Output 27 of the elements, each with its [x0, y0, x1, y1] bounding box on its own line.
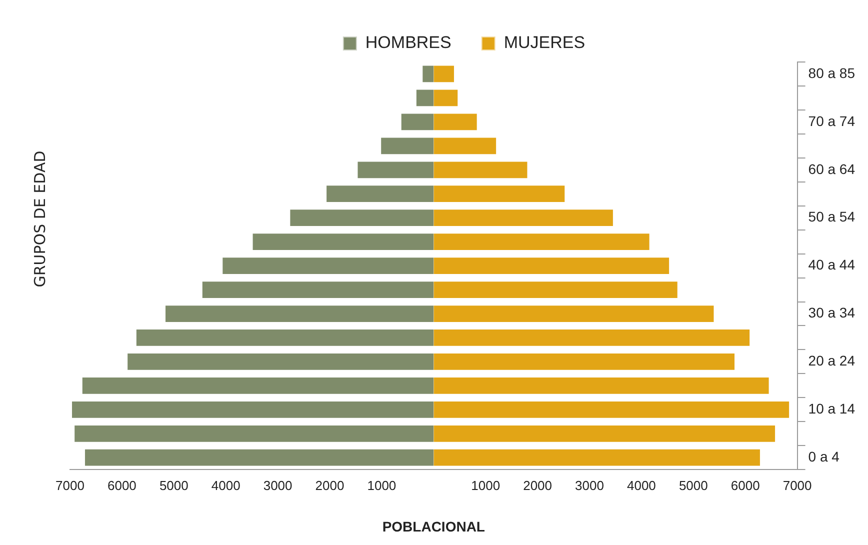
legend-label: HOMBRES: [365, 33, 452, 52]
y-tick-label: 10 a 14: [808, 400, 856, 417]
x-tick-label: 2000: [315, 478, 344, 493]
x-tick-label: 3000: [575, 478, 604, 493]
legend-label: MUJERES: [504, 33, 586, 52]
y-tick-label: 30 a 34: [808, 304, 856, 321]
x-axis-title: POBLACIONAL: [382, 518, 486, 534]
x-tick-label: 4000: [626, 478, 656, 493]
x-tick-label: 1000: [471, 478, 500, 493]
y-tick-label: 40 a 44: [808, 256, 856, 273]
y-tick-label: 20 a 24: [808, 352, 856, 369]
x-tick-label: 3000: [263, 478, 292, 493]
x-tick-label: 2000: [523, 478, 552, 493]
y-tick-label: 0 a 4: [808, 448, 840, 464]
x-tick-label: 7000: [782, 478, 812, 493]
x-tick-label: 1000: [367, 478, 396, 493]
y-tick-label: 80 a 85: [808, 64, 856, 81]
x-tick-label: 5000: [159, 478, 188, 493]
x-tick-label: 6000: [107, 478, 136, 493]
y-tick-label: 60 a 64: [808, 160, 856, 177]
x-tick-label: 4000: [211, 478, 240, 493]
x-tick-label: 5000: [678, 478, 708, 493]
y-axis-title: GRUPOS DE EDAD: [31, 150, 49, 290]
y-tick-label: 50 a 54: [808, 208, 856, 225]
y-tick-label: 70 a 74: [808, 112, 856, 129]
x-tick-label: 7000: [56, 478, 84, 493]
x-tick-label: 6000: [730, 478, 760, 493]
